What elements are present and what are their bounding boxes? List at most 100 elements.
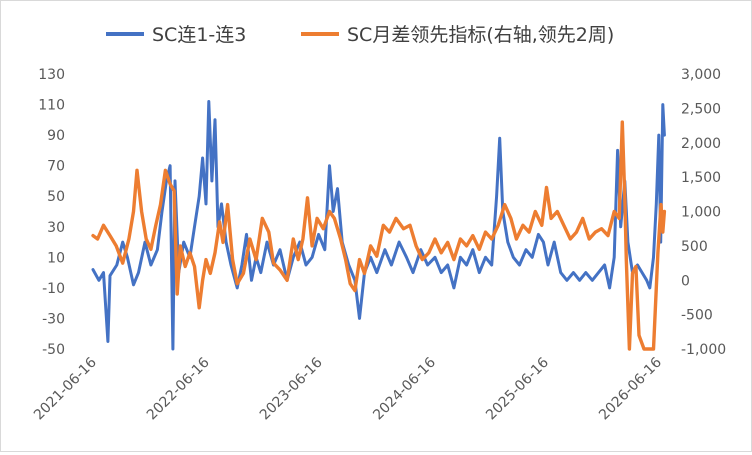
- right-tick-label: 500: [681, 239, 708, 255]
- data-point: [465, 264, 468, 266]
- data-point: [649, 287, 651, 289]
- data-point: [159, 203, 162, 206]
- data-point: [495, 195, 498, 197]
- data-point: [272, 262, 275, 264]
- data-point: [109, 234, 111, 237]
- data-point: [619, 226, 622, 228]
- data-point: [522, 224, 524, 227]
- x-tick-label: 2023-06-16: [257, 354, 326, 423]
- data-point: [484, 256, 487, 259]
- data-point: [525, 248, 527, 251]
- data-point: [292, 256, 295, 259]
- data-point: [415, 245, 417, 247]
- data-point: [428, 252, 430, 254]
- data-point: [328, 164, 331, 167]
- data-point: [109, 274, 111, 277]
- data-point: [459, 238, 462, 240]
- x-tick-label: 2021-06-16: [31, 354, 100, 423]
- data-point: [115, 245, 117, 247]
- data-point: [305, 264, 307, 266]
- data-point: [434, 238, 436, 240]
- data-point: [145, 238, 147, 240]
- data-point: [618, 217, 620, 220]
- data-point: [478, 271, 481, 274]
- left-tick-label: 70: [47, 159, 65, 175]
- data-point: [537, 233, 540, 236]
- data-point: [412, 271, 414, 274]
- data-point: [92, 234, 94, 237]
- data-point: [465, 245, 468, 247]
- data-point: [420, 248, 422, 251]
- data-point: [132, 210, 135, 213]
- data-point: [102, 224, 105, 227]
- data-point: [279, 269, 281, 271]
- data-point: [566, 279, 568, 282]
- data-point: [388, 231, 391, 233]
- data-point: [211, 180, 213, 182]
- data-point: [344, 258, 347, 261]
- data-point: [613, 256, 615, 259]
- data-point: [550, 217, 552, 220]
- data-point: [193, 265, 196, 268]
- data-point: [398, 241, 400, 243]
- data-point: [510, 217, 512, 220]
- data-point: [594, 231, 597, 233]
- data-point: [231, 258, 234, 261]
- data-point: [92, 268, 94, 271]
- data-point: [121, 241, 124, 243]
- data-point: [306, 197, 309, 199]
- data-point: [208, 100, 210, 103]
- data-point: [201, 157, 204, 159]
- data-point: [245, 233, 248, 236]
- data-point: [121, 262, 124, 264]
- data-point: [446, 241, 449, 244]
- x-tick-label: 2024-06-16: [370, 354, 439, 423]
- data-point: [421, 258, 424, 261]
- data-point: [222, 241, 224, 244]
- data-point: [218, 221, 221, 223]
- data-point: [174, 180, 176, 182]
- data-point: [226, 203, 229, 206]
- data-point: [663, 134, 666, 136]
- data-point: [547, 264, 549, 266]
- data-point: [638, 334, 640, 337]
- data-point: [600, 227, 603, 230]
- left-tick-label: 130: [38, 67, 65, 83]
- data-point: [434, 256, 436, 259]
- data-point: [453, 287, 455, 289]
- legend-label: SC月差领先指标(右轴,领先2周): [347, 24, 614, 46]
- data-point: [498, 137, 501, 139]
- right-tick-label: 0: [681, 273, 690, 289]
- left-tick-label: 50: [47, 189, 65, 205]
- data-point: [311, 245, 313, 247]
- data-point: [349, 282, 352, 285]
- data-point: [631, 272, 634, 275]
- legend-label: SC连1-连3: [152, 24, 246, 46]
- data-point: [102, 271, 105, 274]
- data-point: [363, 272, 366, 275]
- right-tick-label: 2,500: [681, 101, 721, 117]
- data-point: [613, 210, 615, 213]
- data-point: [161, 210, 163, 213]
- data-point: [261, 217, 264, 220]
- data-point: [132, 284, 135, 286]
- data-point: [198, 195, 200, 197]
- data-point: [531, 256, 533, 259]
- data-point: [658, 134, 660, 136]
- data-point: [625, 258, 628, 261]
- data-point: [472, 248, 474, 251]
- data-point: [597, 271, 600, 274]
- data-point: [405, 256, 408, 259]
- data-point: [459, 256, 462, 259]
- data-point: [241, 264, 243, 266]
- right-tick-label: 2,000: [681, 136, 721, 152]
- left-tick-label: 90: [47, 128, 65, 144]
- data-point: [402, 227, 405, 230]
- data-point: [317, 233, 320, 236]
- data-point: [137, 271, 140, 274]
- data-point: [156, 248, 159, 251]
- data-point: [440, 271, 443, 274]
- data-point: [193, 226, 196, 228]
- data-point: [230, 264, 232, 266]
